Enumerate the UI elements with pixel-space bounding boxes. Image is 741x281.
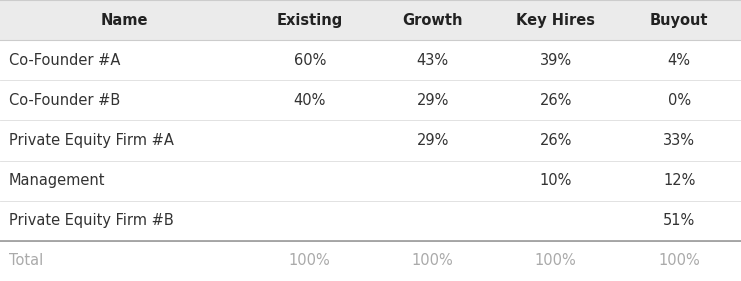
Text: 12%: 12% bbox=[663, 173, 695, 188]
Bar bbox=[0, 121, 741, 160]
Bar bbox=[0, 80, 741, 121]
Text: 100%: 100% bbox=[412, 253, 453, 268]
Bar bbox=[0, 40, 741, 80]
Text: 29%: 29% bbox=[416, 93, 449, 108]
Text: Name: Name bbox=[100, 13, 148, 28]
Text: Private Equity Firm #A: Private Equity Firm #A bbox=[9, 133, 174, 148]
Text: 43%: 43% bbox=[416, 53, 449, 68]
Text: Co-Founder #A: Co-Founder #A bbox=[9, 53, 120, 68]
Text: 60%: 60% bbox=[293, 53, 326, 68]
Text: Management: Management bbox=[9, 173, 105, 188]
Bar bbox=[494, 0, 617, 40]
Text: 33%: 33% bbox=[663, 133, 695, 148]
Text: 51%: 51% bbox=[663, 213, 695, 228]
Text: 0%: 0% bbox=[668, 93, 691, 108]
Text: 4%: 4% bbox=[668, 53, 691, 68]
Text: Key Hires: Key Hires bbox=[516, 13, 595, 28]
Text: 39%: 39% bbox=[539, 53, 572, 68]
Bar bbox=[371, 0, 494, 40]
Text: 26%: 26% bbox=[539, 93, 572, 108]
Text: 100%: 100% bbox=[658, 253, 700, 268]
Bar bbox=[0, 160, 741, 201]
Text: 26%: 26% bbox=[539, 133, 572, 148]
Text: Existing: Existing bbox=[276, 13, 343, 28]
Text: 29%: 29% bbox=[416, 133, 449, 148]
Text: Co-Founder #B: Co-Founder #B bbox=[9, 93, 120, 108]
Text: 40%: 40% bbox=[293, 93, 326, 108]
Bar bbox=[0, 201, 741, 241]
Text: 100%: 100% bbox=[535, 253, 576, 268]
Bar bbox=[0, 0, 248, 40]
Bar bbox=[248, 0, 371, 40]
Text: 100%: 100% bbox=[289, 253, 330, 268]
Bar bbox=[0, 241, 741, 281]
Text: Total: Total bbox=[9, 253, 43, 268]
Text: Growth: Growth bbox=[402, 13, 463, 28]
Text: Buyout: Buyout bbox=[650, 13, 708, 28]
Text: 10%: 10% bbox=[539, 173, 572, 188]
Text: Private Equity Firm #B: Private Equity Firm #B bbox=[9, 213, 173, 228]
Bar bbox=[617, 0, 741, 40]
